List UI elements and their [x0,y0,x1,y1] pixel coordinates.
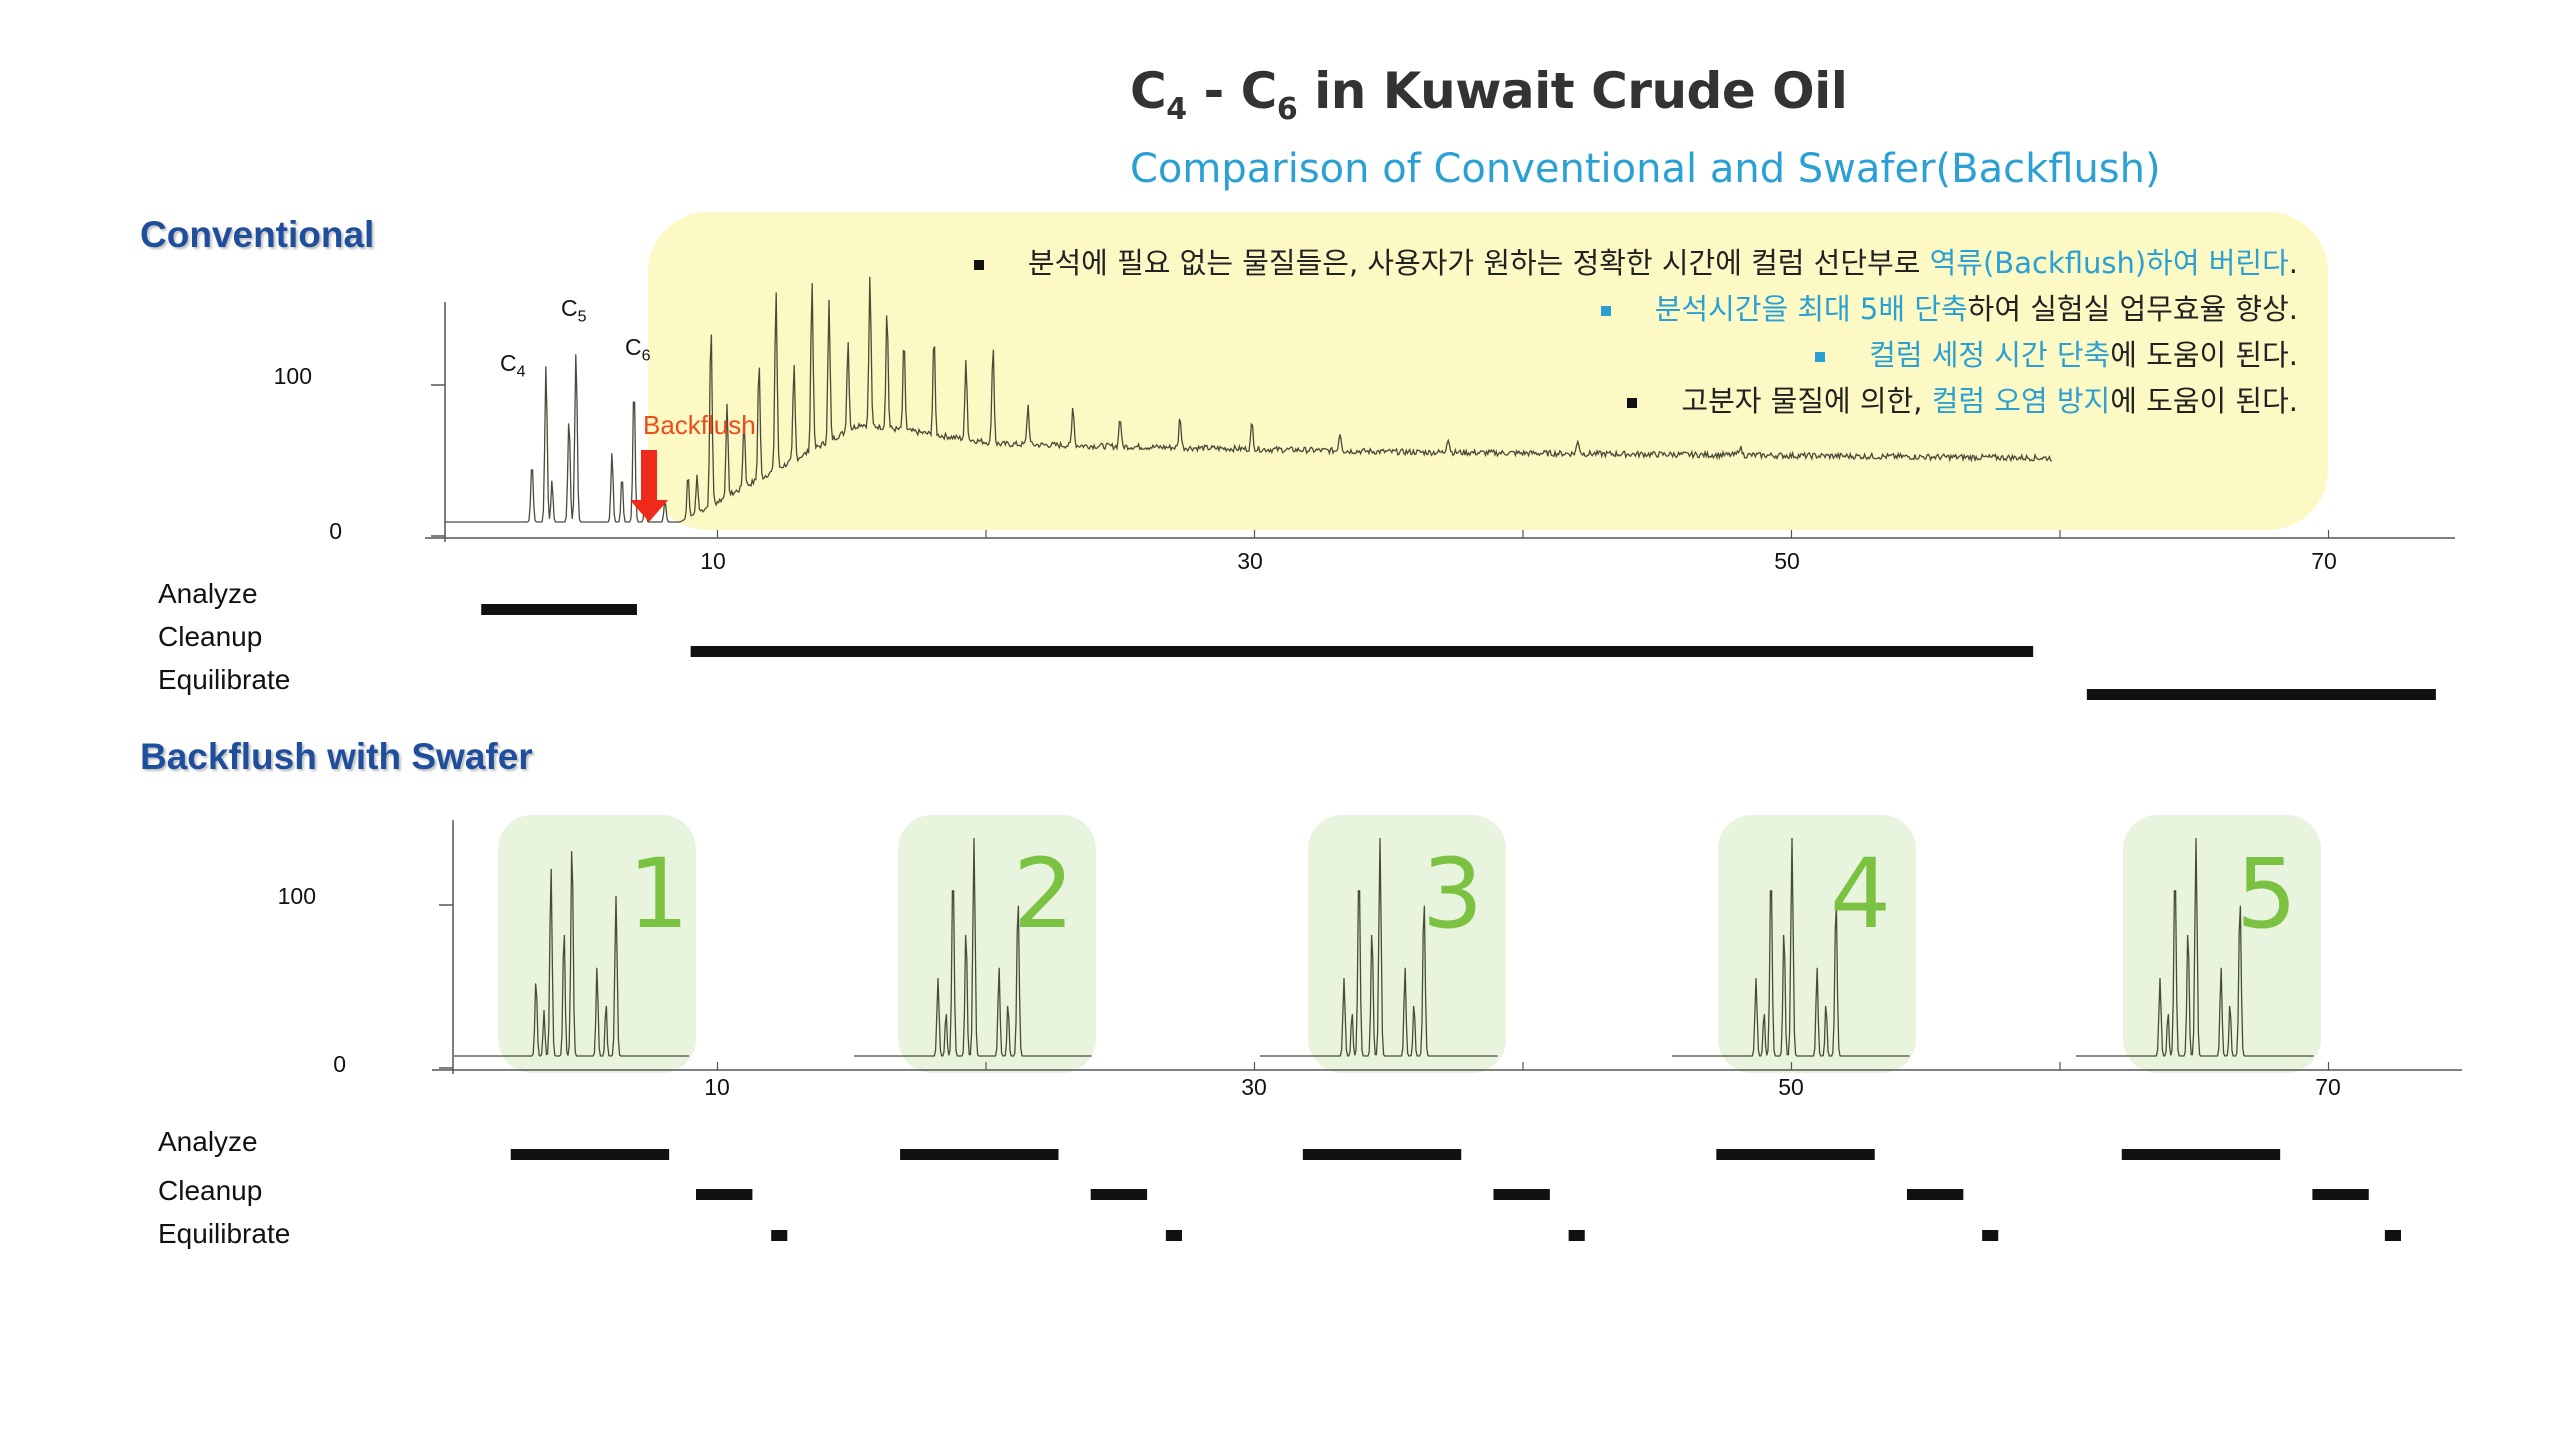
page-subtitle: Comparison of Conventional and Swafer(Ba… [1130,146,2161,192]
conventional-heading: Conventional [140,214,375,255]
page-title: C4 - C6 in Kuwait Crude Oil [1130,62,1848,127]
sw-analyze-bar-4 [1716,1149,1875,1160]
run-number-1: 1 [628,838,690,950]
run-number-4: 4 [1830,838,1892,950]
conventional-timeline [481,604,2436,700]
note-line-4: 고분자 물질에 의한, 컬럼 오염 방지에 도움이 된다. [1627,378,2298,420]
conv-xtick-10: 10 [700,548,726,574]
swafer-chromatogram-line-5 [2076,837,2314,1057]
note-line-2: 분석시간을 최대 5배 단축하여 실험실 업무효율 향상. [1600,286,2298,328]
sw-cleanup-bar-4 [1906,1189,1964,1200]
conv-analyze-bar-1 [481,604,637,615]
peak-label-c5: C5 [561,295,587,326]
sw-analyze-bar-5 [2121,1149,2281,1160]
sw-xtick-30: 30 [1241,1074,1267,1100]
conv-row-equilibrate: Equilibrate [158,664,291,695]
run-box-5 [2123,815,2321,1073]
sw-xtick-10: 10 [704,1074,730,1100]
swafer-chromatogram-line-2 [854,837,1092,1057]
bullet-icon [973,260,984,270]
sw-cleanup-bar-2 [1090,1189,1148,1200]
swafer-axes [432,820,2462,1074]
peak-label-c4: C4 [500,350,526,381]
backflush-label: Backflush [643,410,756,440]
run-box-1 [498,815,696,1073]
conv-xtick-70: 70 [2311,548,2337,574]
sw-equilibrate-bar-3 [1568,1230,1585,1241]
conv-row-analyze: Analyze [158,578,258,609]
run-number-3: 3 [1422,838,1484,950]
swafer-chromatogram-line-4 [1672,837,1910,1057]
sw-analyze-bar-1 [510,1149,670,1160]
swafer-trace [454,837,2314,1057]
sw-analyze-bar-2 [900,1149,1059,1160]
sw-ytick-0: 0 [333,1051,346,1077]
bullet-icon [1627,398,1638,408]
sw-row-equilibrate: Equilibrate [158,1218,291,1249]
sw-cleanup-bar-1 [696,1189,753,1200]
swafer-chromatogram-line-1 [454,851,690,1057]
run-number-5: 5 [2236,838,2298,950]
sw-cleanup-bar-5 [2312,1189,2369,1200]
conv-xtick-50: 50 [1774,548,1800,574]
conv-ytick-0: 0 [329,518,342,544]
conv-row-cleanup: Cleanup [158,621,263,652]
sw-xtick-50: 50 [1778,1074,1804,1100]
note-line-1: 분석에 필요 없는 물질들은, 사용자가 원하는 정확한 시간에 컬럼 선단부로… [973,240,2298,282]
conv-xtick-30: 30 [1237,548,1263,574]
sw-equilibrate-bar-1 [771,1230,788,1241]
swafer-heading: Backflush with Swafer [140,736,533,777]
sw-cleanup-bar-3 [1493,1189,1550,1200]
sw-row-analyze: Analyze [158,1126,258,1157]
bullet-icon [1600,306,1611,316]
conv-cleanup-bar-1 [690,646,2034,657]
run-box-4 [1718,815,1916,1073]
sw-analyze-bar-3 [1302,1149,1462,1160]
sw-ytick-100: 100 [277,883,316,909]
sw-equilibrate-bar-5 [2384,1230,2401,1241]
bullet-icon [1815,352,1826,362]
note-line-3: 컬럼 세정 시간 단축에 도움이 된다. [1815,332,2298,374]
conv-equilibrate-bar-1 [2086,689,2436,700]
sw-row-cleanup: Cleanup [158,1175,263,1206]
sw-xtick-70: 70 [2315,1074,2341,1100]
swafer-chromatogram-line-3 [1260,837,1498,1057]
swafer-timeline [510,1149,2401,1241]
conv-ytick-100: 100 [273,363,312,389]
sw-equilibrate-bar-2 [1165,1230,1183,1241]
run-number-2: 2 [1013,838,1075,950]
sw-equilibrate-bar-4 [1982,1230,1999,1241]
peak-label-c6: C6 [625,334,651,365]
